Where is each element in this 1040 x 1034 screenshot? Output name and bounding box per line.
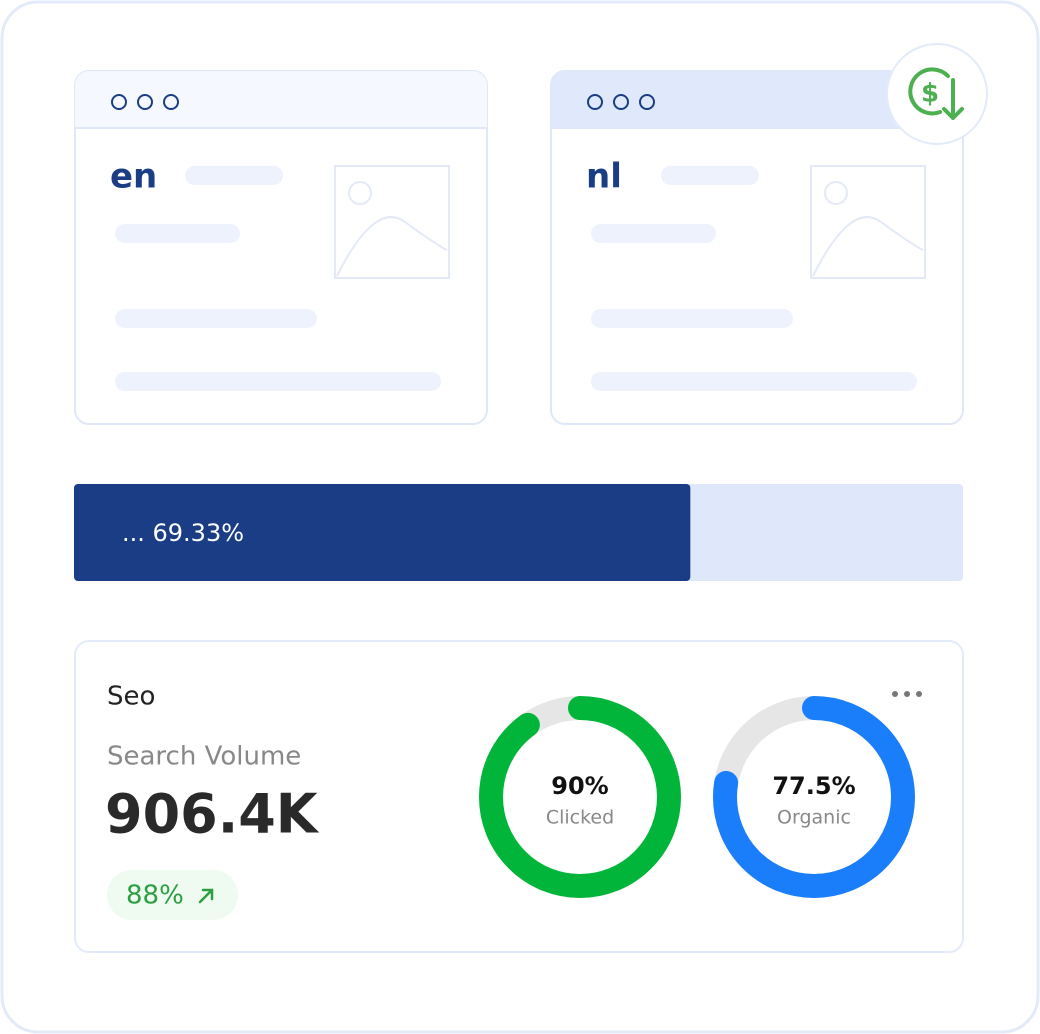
window-header <box>75 71 487 128</box>
image-sun <box>824 181 848 205</box>
placeholder-line <box>115 372 441 391</box>
window-dot <box>111 94 127 110</box>
metric-label: Search Volume <box>107 742 301 772</box>
donut-arc <box>713 696 915 898</box>
placeholder-line <box>185 166 283 185</box>
placeholder-line <box>591 309 793 328</box>
placeholder-line <box>661 166 759 185</box>
trend-arrow <box>198 888 214 904</box>
placeholder-line <box>591 224 716 243</box>
placeholder-line <box>115 309 317 328</box>
donut-value: 77.5% <box>772 772 855 800</box>
window-header <box>551 71 963 128</box>
change-value: 88% <box>126 881 184 911</box>
seo-card <box>74 640 964 953</box>
placeholder-line <box>115 224 240 243</box>
window-dot <box>587 94 603 110</box>
language-code: en <box>110 157 157 197</box>
progress-fill <box>74 484 691 581</box>
more-menu[interactable] <box>892 691 922 697</box>
donut-label: Organic <box>777 807 851 829</box>
svg-text:$: $ <box>921 79 939 109</box>
donut-arc <box>479 696 681 898</box>
donut-label: Clicked <box>546 807 614 829</box>
donut-value: 90% <box>551 772 608 800</box>
language-code: nl <box>586 157 622 197</box>
window-dot <box>613 94 629 110</box>
image-placeholder <box>334 165 450 279</box>
image-sun <box>348 181 372 205</box>
dollar-badge: $ <box>886 43 988 145</box>
placeholder-line <box>591 372 917 391</box>
metric-value: 906.4K <box>105 783 320 846</box>
seo-title: Seo <box>107 682 155 712</box>
window-dot <box>137 94 153 110</box>
progress-label: ... 69.33% <box>122 519 244 547</box>
image-hill <box>336 216 448 277</box>
window-dot <box>163 94 179 110</box>
image-hill <box>812 216 924 277</box>
image-placeholder <box>810 165 926 279</box>
change-badge <box>107 870 238 920</box>
window-dot <box>639 94 655 110</box>
